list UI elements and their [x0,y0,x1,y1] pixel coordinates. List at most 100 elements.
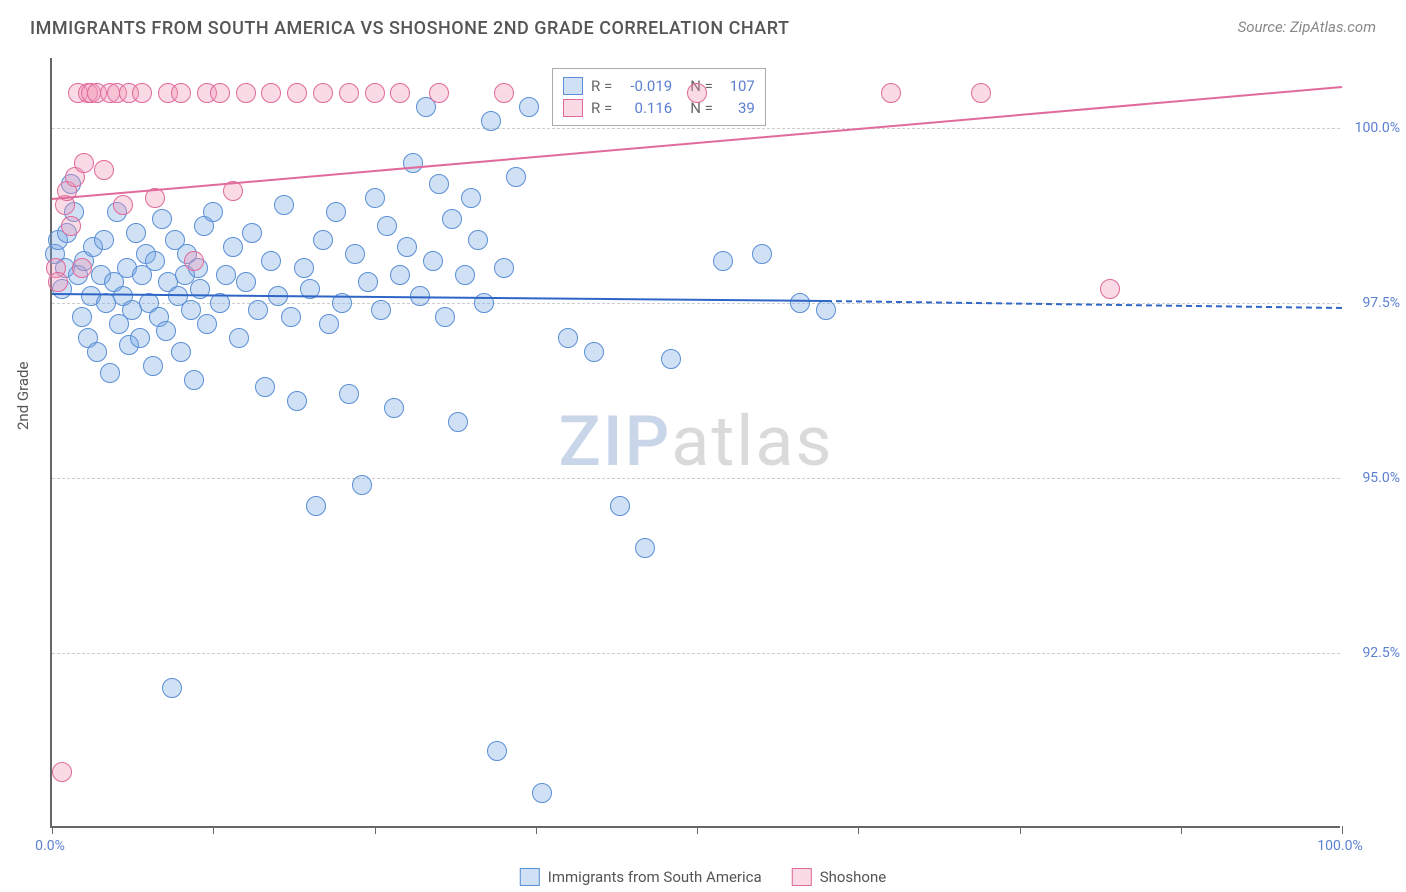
data-point [223,237,243,257]
data-point [371,300,391,320]
xtick-label: 0.0% [35,838,65,854]
data-point [74,153,94,173]
legend-swatch [563,77,583,95]
data-point [352,475,372,495]
data-point [306,496,326,516]
chart-plot-area: ZIPatlas R =-0.019N =107R =0.116N =39 10… [50,58,1340,828]
xtick [213,826,214,834]
stat-legend-box: R =-0.019N =107R =0.116N =39 [552,68,766,126]
data-point [248,300,268,320]
gridline [52,653,1340,654]
data-point [261,251,281,271]
xtick [1181,826,1182,834]
xtick [1020,826,1021,834]
data-point [162,678,182,698]
xtick [1342,826,1343,834]
n-value: 107 [721,77,755,95]
legend-label: Shoshone [820,868,887,886]
trendline-extrapolated [826,300,1342,309]
data-point [94,160,114,180]
n-value: 39 [721,99,755,117]
data-point [403,153,423,173]
data-point [390,265,410,285]
data-point [397,237,417,257]
ytick-label: 100.0% [1355,120,1400,136]
xtick [536,826,537,834]
data-point [130,328,150,348]
data-point [236,83,256,103]
data-point [881,83,901,103]
r-label: R = [591,77,612,95]
r-value: 0.116 [620,99,672,117]
data-point [319,314,339,334]
data-point [100,363,120,383]
data-point [94,230,114,250]
gridline [52,478,1340,479]
data-point [345,244,365,264]
data-point [171,342,191,362]
data-point [61,216,81,236]
data-point [448,412,468,432]
data-point [635,538,655,558]
data-point [532,783,552,803]
data-point [752,244,772,264]
data-point [584,342,604,362]
data-point [184,370,204,390]
data-point [429,174,449,194]
data-point [326,202,346,222]
source-label: Source: ZipAtlas.com [1238,18,1376,36]
data-point [229,328,249,348]
data-point [152,209,172,229]
xtick [697,826,698,834]
data-point [287,391,307,411]
xtick [375,826,376,834]
legend-label: Immigrants from South America [548,868,762,886]
data-point [184,251,204,271]
xtick [858,826,859,834]
data-point [442,209,462,229]
legend-item: Immigrants from South America [520,868,762,886]
r-value: -0.019 [620,77,672,95]
stat-row: R =0.116N =39 [563,97,755,119]
legend-item: Shoshone [792,868,887,886]
data-point [435,307,455,327]
ytick-label: 92.5% [1362,645,1400,661]
xtick [52,826,53,834]
data-point [661,349,681,369]
data-point [506,167,526,187]
data-point [72,307,92,327]
data-point [72,258,92,278]
data-point [171,83,191,103]
data-point [197,314,217,334]
legend-swatch [520,868,540,886]
legend-swatch [792,868,812,886]
data-point [790,293,810,313]
data-point [481,111,501,131]
data-point [384,398,404,418]
data-point [687,83,707,103]
watermark: ZIPatlas [559,401,834,483]
bottom-legend: Immigrants from South America Shoshone [520,868,886,886]
data-point [1100,279,1120,299]
ytick-label: 95.0% [1362,470,1400,486]
data-point [143,356,163,376]
data-point [358,272,378,292]
data-point [52,762,72,782]
data-point [126,223,146,243]
data-point [971,83,991,103]
data-point [339,83,359,103]
gridline [52,128,1340,129]
data-point [487,741,507,761]
data-point [494,258,514,278]
data-point [390,83,410,103]
data-point [132,83,152,103]
chart-title: IMMIGRANTS FROM SOUTH AMERICA VS SHOSHON… [30,18,789,39]
data-point [274,195,294,215]
data-point [145,251,165,271]
data-point [242,223,262,243]
data-point [713,251,733,271]
data-point [494,83,514,103]
stat-row: R =-0.019N =107 [563,75,755,97]
data-point [455,265,475,285]
data-point [365,188,385,208]
